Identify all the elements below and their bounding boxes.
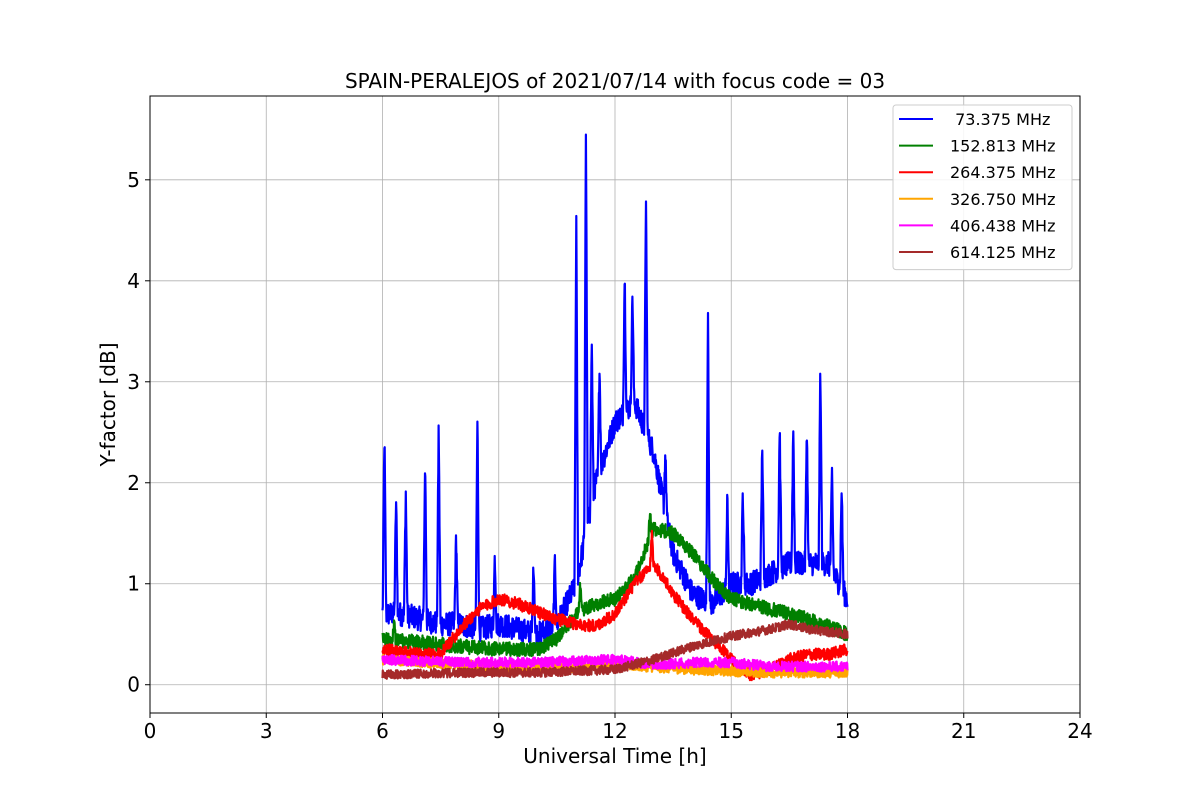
y-tick-label: 0 — [127, 673, 140, 697]
series-line — [381, 133, 849, 648]
legend: 73.375 MHz 152.813 MHz 264.375 MHz 326.750 … — [892, 104, 1073, 271]
legend-label: 406.438 MHz — [950, 216, 1055, 235]
x-axis-label: Universal Time [h] — [523, 744, 706, 768]
series-line — [381, 619, 849, 680]
y-tick-label: 5 — [127, 168, 140, 192]
legend-label: 73.375 MHz — [950, 110, 1050, 129]
legend-label: 614.125 MHz — [950, 243, 1055, 262]
chart-title: SPAIN-PERALEJOS of 2021/07/14 with focus… — [345, 69, 885, 93]
x-tick-label: 18 — [835, 719, 860, 743]
y-tick-label: 4 — [127, 269, 140, 293]
x-tick-label: 21 — [951, 719, 976, 743]
plot-layer — [381, 133, 849, 682]
x-tick-label: 0 — [144, 719, 157, 743]
legend-label: 152.813 MHz — [950, 137, 1055, 156]
x-tick-label: 12 — [602, 719, 627, 743]
legend-box — [892, 104, 1073, 271]
legend-label: 326.750 MHz — [950, 190, 1055, 209]
x-tick-label: 9 — [492, 719, 505, 743]
y-tick-label: 3 — [127, 370, 140, 394]
x-tick-label: 15 — [719, 719, 744, 743]
y-tick-label: 1 — [127, 572, 140, 596]
y-axis-label: Y-factor [dB] — [96, 342, 120, 467]
y-tick-label: 2 — [127, 471, 140, 495]
x-tick-label: 6 — [376, 719, 389, 743]
series-line — [381, 512, 849, 658]
legend-label: 264.375 MHz — [950, 163, 1055, 182]
series-line — [381, 653, 849, 673]
x-tick-label: 3 — [260, 719, 273, 743]
x-tick-label: 24 — [1067, 719, 1092, 743]
